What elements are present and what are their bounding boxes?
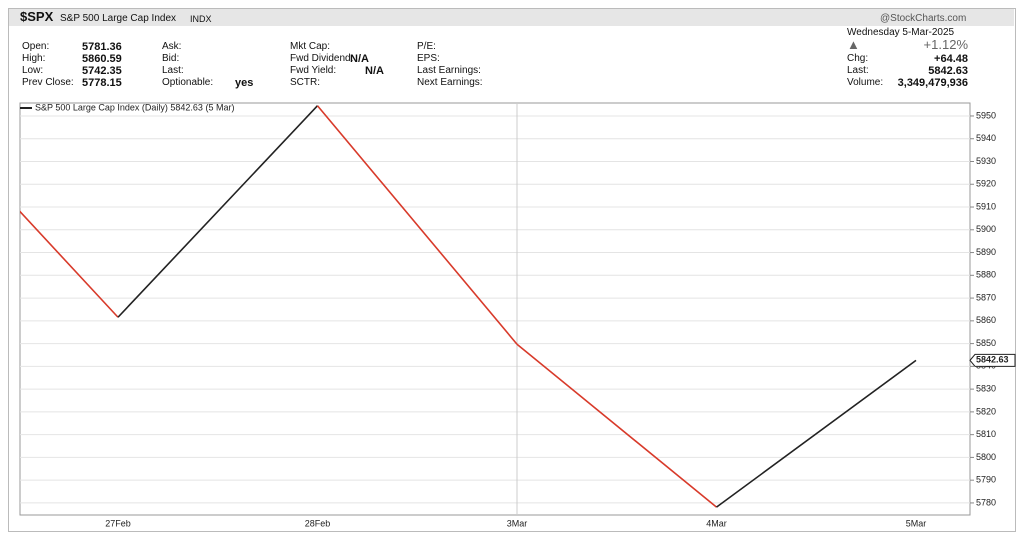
y-tick-label: 5900 (976, 224, 996, 234)
info-label: Low: (22, 65, 44, 76)
quote-pct: +1.12% (923, 37, 968, 52)
line-segment (117, 105, 319, 318)
info-label: P/E: (417, 41, 436, 52)
brand: @StockCharts.com (880, 13, 967, 24)
y-tick-label: 5820 (976, 406, 996, 416)
info-label: Last: (162, 65, 184, 76)
line-segment (716, 359, 917, 508)
quote-arrow: ▲ (847, 37, 860, 52)
info-label: Open: (22, 41, 50, 52)
symbol: $SPX (20, 9, 54, 24)
y-tick-label: 5880 (976, 270, 996, 280)
price-flag (969, 353, 1016, 367)
info-label: SCTR: (290, 77, 320, 88)
y-tick-label: 5810 (976, 429, 996, 439)
exchange: INDX (190, 14, 212, 24)
info-value: 5742.35 (82, 65, 122, 77)
y-tick-label: 5940 (976, 133, 996, 143)
y-tick-label: 5930 (976, 156, 996, 166)
info-value: 5860.59 (82, 53, 122, 65)
quote-value: +64.48 (934, 53, 968, 65)
frame (8, 8, 1016, 532)
info-label: Fwd Dividend: (290, 53, 354, 64)
quote-value: 3,349,479,936 (897, 77, 968, 89)
y-tick-label: 5870 (976, 292, 996, 302)
quote-value: 5842.63 (928, 65, 968, 77)
info-label: EPS: (417, 53, 440, 64)
info-label: High: (22, 53, 46, 64)
top-bar (9, 9, 1014, 26)
info-label: Fwd Yield: (290, 65, 337, 76)
info-label: Last Earnings: (417, 65, 481, 76)
price-flag-label: 5842.63 (976, 355, 1009, 365)
y-tick-label: 5910 (976, 201, 996, 211)
y-tick-label: 5920 (976, 179, 996, 189)
info-value: 5778.15 (82, 77, 122, 89)
y-tick-label: 5780 (976, 497, 996, 507)
info-value: N/A (365, 65, 384, 77)
line-segment (20, 210, 119, 318)
y-tick-label: 5800 (976, 452, 996, 462)
y-tick-label: 5850 (976, 338, 996, 348)
plot-area (19, 102, 971, 516)
legend-text: S&P 500 Large Cap Index (Daily) 5842.63 … (35, 102, 234, 112)
info-value: yes (235, 77, 254, 89)
quote-label: Volume: (847, 77, 884, 88)
info-label: Optionable: (162, 77, 214, 88)
info-value: 5781.36 (82, 41, 122, 53)
y-tick-label: 5950 (976, 110, 996, 120)
line-segment (316, 105, 518, 345)
y-tick-label: 5790 (976, 475, 996, 485)
info-label: Bid: (162, 53, 180, 64)
info-label: Next Earnings: (417, 77, 483, 88)
info-label: Mkt Cap: (290, 41, 331, 52)
quote-date: Wednesday 5-Mar-2025 (847, 27, 955, 38)
line-segment (516, 343, 718, 508)
x-tick-label: 3Mar (507, 518, 528, 528)
info-label: Prev Close: (22, 77, 74, 88)
x-tick-label: 28Feb (305, 518, 331, 528)
y-tick-label: 5890 (976, 247, 996, 257)
info-value: N/A (350, 53, 369, 65)
x-tick-label: 5Mar (906, 518, 927, 528)
x-tick-label: 27Feb (105, 518, 131, 528)
quote-label: Last: (847, 65, 869, 76)
series (20, 105, 917, 508)
x-tick-label: 4Mar (706, 518, 727, 528)
index-name: S&P 500 Large Cap Index (60, 13, 177, 24)
y-tick-label: 5860 (976, 315, 996, 325)
quote-label: Chg: (847, 53, 869, 64)
y-tick-label: 5830 (976, 383, 996, 393)
info-label: Ask: (162, 41, 182, 52)
